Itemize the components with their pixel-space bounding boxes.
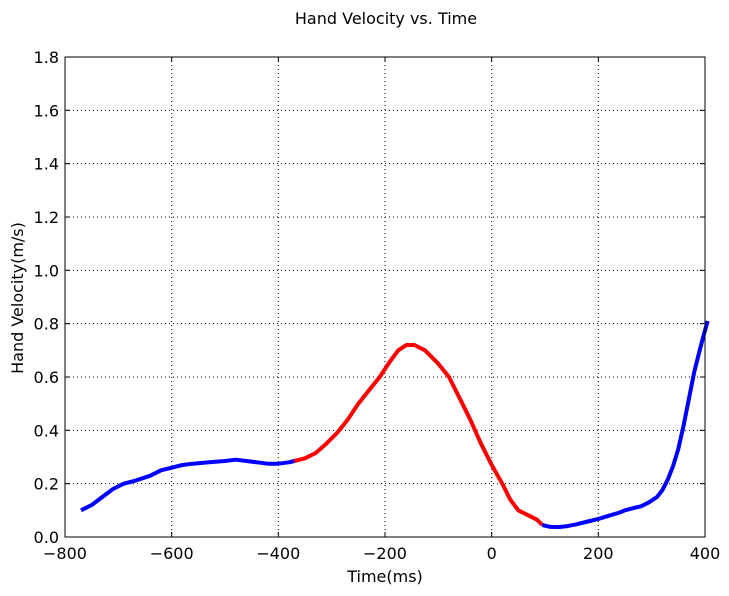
- x-tick-label: 0: [487, 544, 497, 563]
- x-axis-label: Time(ms): [346, 567, 423, 586]
- chart-title: Hand Velocity vs. Time: [295, 9, 477, 28]
- y-tick-label: 0.8: [34, 315, 59, 334]
- y-tick-label: 0.2: [34, 475, 59, 494]
- series-line-2: [293, 343, 544, 527]
- y-tick-label: 1.8: [34, 48, 59, 67]
- y-axis-label: Hand Velocity(m/s): [8, 222, 27, 374]
- y-tick-label: 1.4: [34, 155, 59, 174]
- y-tick-label: 1.0: [34, 261, 59, 280]
- series-group: [80, 320, 710, 530]
- x-tick-label: −600: [150, 544, 194, 563]
- x-tick-label: −800: [43, 544, 87, 563]
- x-tick-label: 200: [583, 544, 614, 563]
- x-tick-label: −200: [363, 544, 407, 563]
- y-tick-label: 1.2: [34, 208, 59, 227]
- y-tick-label: 0.6: [34, 368, 59, 387]
- y-tick-label: 0.0: [34, 528, 59, 547]
- series-line-1: [80, 457, 295, 513]
- y-tick-label: 0.4: [34, 421, 59, 440]
- x-tick-label: −400: [256, 544, 300, 563]
- x-tick-label: 400: [690, 544, 721, 563]
- ticks: −800 −600 −400 −200 0 200 400 0.0 0.2 0.4 0.6 0.8 1.…: [34, 48, 721, 563]
- series-line-3: [541, 320, 710, 530]
- grid: [65, 57, 705, 537]
- y-tick-label: 1.6: [34, 101, 59, 120]
